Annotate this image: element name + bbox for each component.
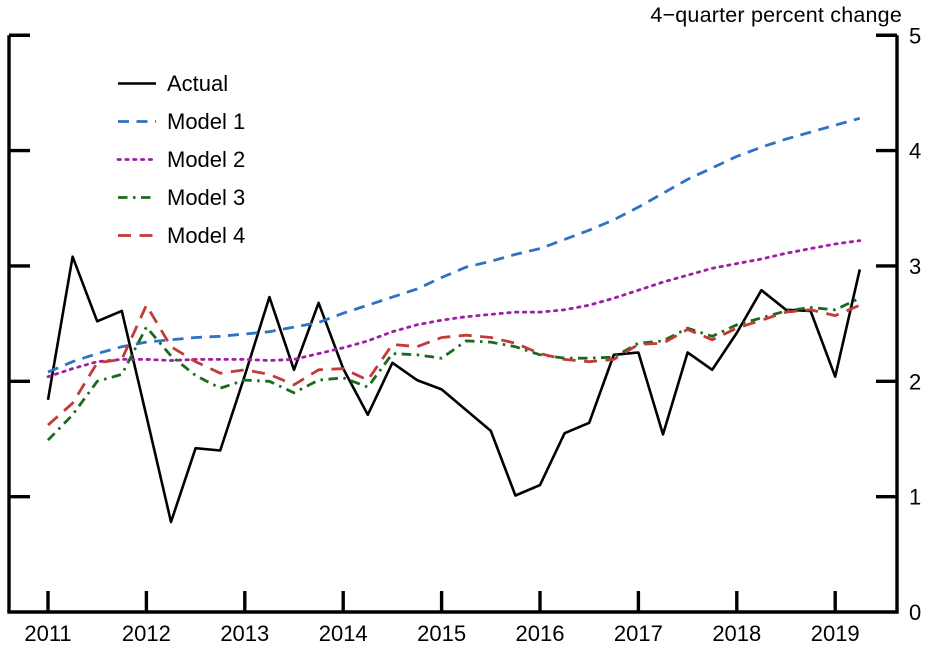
y-axis-label-0: 0 xyxy=(909,600,921,625)
series-actual xyxy=(46,255,862,524)
x-axis-label-2015: 2015 xyxy=(417,621,466,646)
legend-label-model-1: Model 1 xyxy=(167,109,245,134)
x-axis-label-2011: 2011 xyxy=(24,621,71,646)
x-axis-label-2017: 2017 xyxy=(614,621,663,646)
x-axis-label-2016: 2016 xyxy=(516,621,565,646)
y-axis-label-2: 2 xyxy=(909,369,921,394)
chart-title: 4−quarter percent change xyxy=(650,3,902,27)
legend-label-model-4: Model 4 xyxy=(167,223,245,248)
y-axis-label-5: 5 xyxy=(909,23,921,48)
y-axis-label-1: 1 xyxy=(909,485,921,510)
y-axis-label-3: 3 xyxy=(909,254,921,279)
series-model-1 xyxy=(47,116,861,374)
legend-label-model-2: Model 2 xyxy=(167,147,245,172)
x-axis-label-2018: 2018 xyxy=(712,621,761,646)
x-axis-label-2012: 2012 xyxy=(122,621,171,646)
x-axis-label-2019: 2019 xyxy=(811,621,860,646)
legend-label-actual: Actual xyxy=(167,71,228,96)
x-axis-label-2013: 2013 xyxy=(220,621,269,646)
x-axis-label-2014: 2014 xyxy=(319,621,368,646)
legend-label-model-3: Model 3 xyxy=(167,185,245,210)
series-model-3 xyxy=(46,296,861,442)
series-model-2 xyxy=(46,239,862,379)
y-axis-label-4: 4 xyxy=(909,139,921,164)
series-model-4 xyxy=(47,303,861,427)
